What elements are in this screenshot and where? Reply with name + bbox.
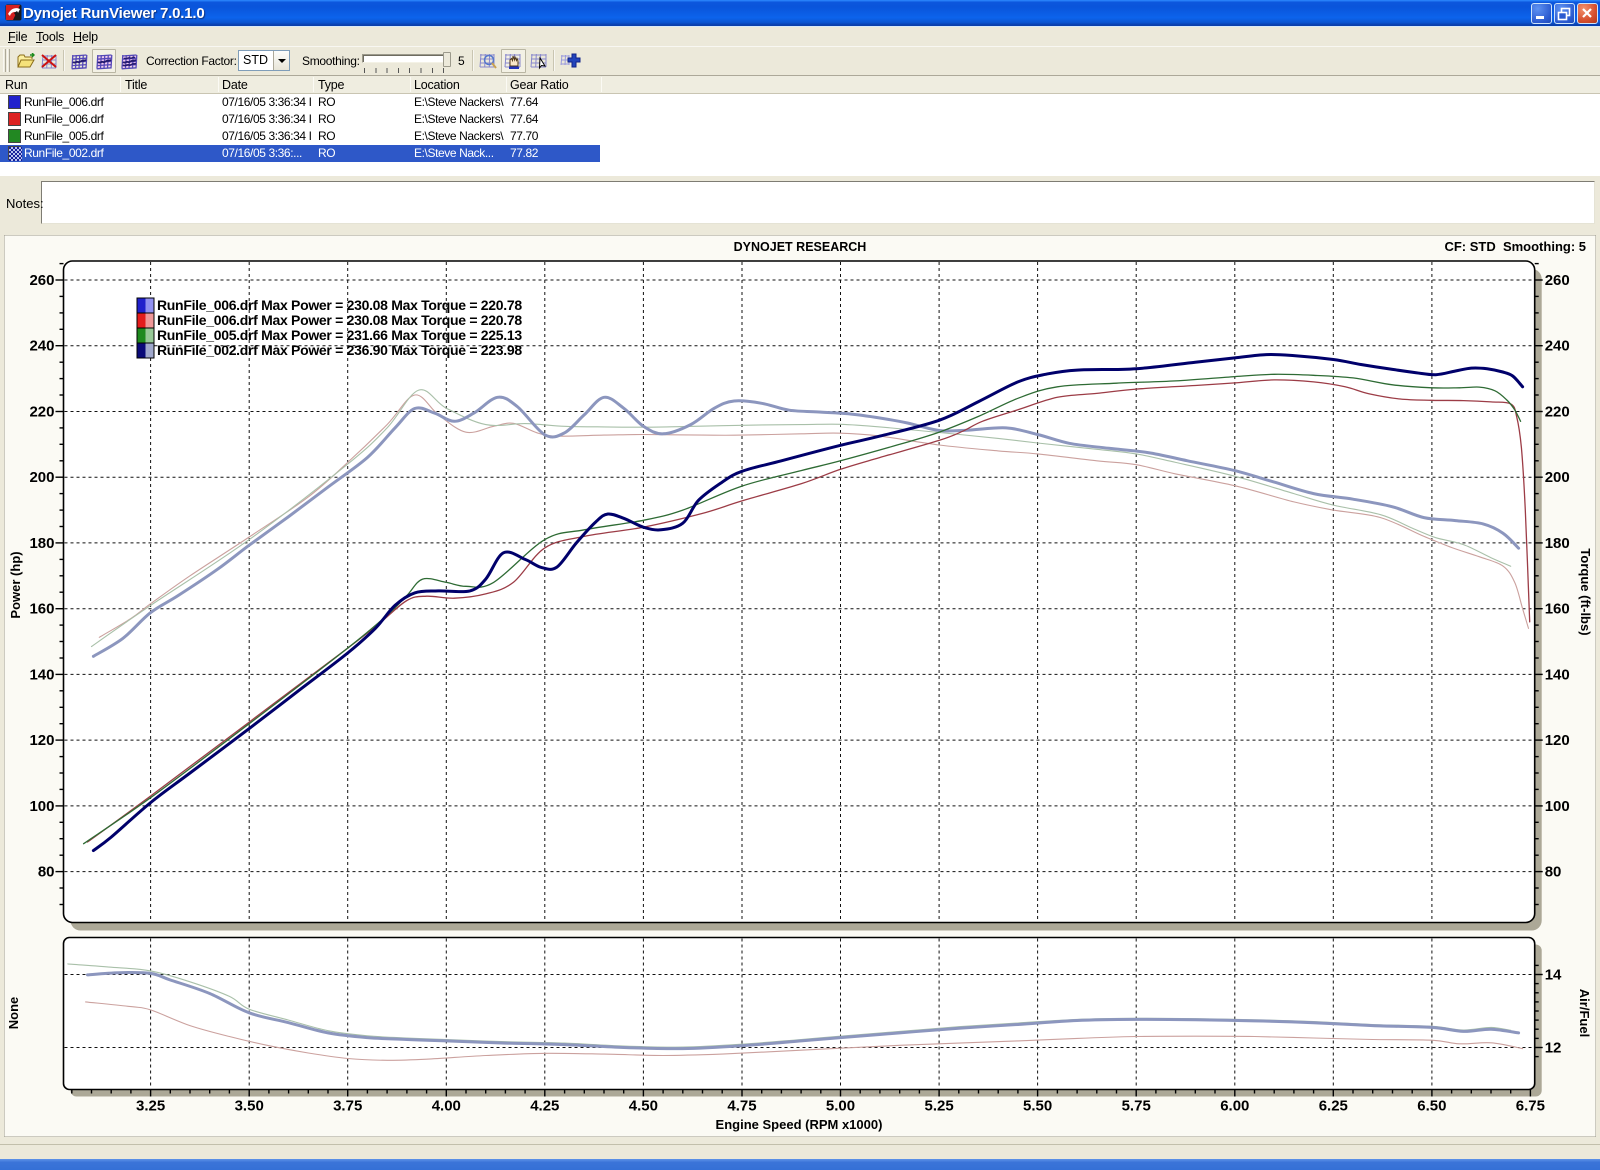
svg-text:80: 80 [1545,864,1562,881]
svg-text:80: 80 [38,864,55,881]
svg-text:4.25: 4.25 [530,1098,559,1115]
svg-text:Engine Speed (RPM x1000): Engine Speed (RPM x1000) [716,1117,883,1132]
svg-text:6.25: 6.25 [1319,1098,1348,1115]
svg-text:Power (hp): Power (hp) [8,551,23,618]
svg-text:6.00: 6.00 [1220,1098,1249,1115]
svg-text:180: 180 [1545,535,1570,552]
svg-text:140: 140 [29,666,54,683]
svg-text:160: 160 [29,601,54,618]
svg-text:4.75: 4.75 [727,1098,756,1115]
svg-text:3.50: 3.50 [235,1098,264,1115]
svg-text:120: 120 [29,732,54,749]
svg-text:DYNOJET RESEARCH: DYNOJET RESEARCH [734,240,867,254]
svg-text:6.75: 6.75 [1516,1098,1545,1115]
svg-text:5.25: 5.25 [924,1098,953,1115]
svg-text:4.50: 4.50 [629,1098,658,1115]
svg-text:200: 200 [1545,469,1570,486]
svg-text:3.25: 3.25 [136,1098,165,1115]
svg-text:RunFile_006.drf Max Power = 23: RunFile_006.drf Max Power = 230.08 Max T… [157,312,522,328]
svg-text:140: 140 [1545,666,1570,683]
svg-text:5.75: 5.75 [1122,1098,1151,1115]
svg-text:160: 160 [1545,601,1570,618]
svg-text:260: 260 [1545,272,1570,289]
svg-text:240: 240 [29,338,54,355]
svg-text:120: 120 [1545,732,1570,749]
svg-text:5.50: 5.50 [1023,1098,1052,1115]
svg-text:200: 200 [29,469,54,486]
svg-text:5.00: 5.00 [826,1098,855,1115]
svg-text:RunFile_002.drf Max Power = 23: RunFile_002.drf Max Power = 236.90 Max T… [157,342,522,358]
svg-text:RunFile_006.drf Max Power = 23: RunFile_006.drf Max Power = 230.08 Max T… [157,297,522,313]
svg-text:Air/Fuel: Air/Fuel [1577,989,1592,1037]
svg-text:None: None [6,997,21,1030]
svg-text:260: 260 [29,272,54,289]
svg-text:14: 14 [1545,967,1562,984]
svg-text:Torque (ft-lbs): Torque (ft-lbs) [1578,548,1593,635]
svg-text:CF: STD Smoothing: 5: CF: STD Smoothing: 5 [1444,239,1586,254]
svg-text:12: 12 [1545,1040,1562,1057]
svg-text:220: 220 [29,404,54,421]
svg-text:4.00: 4.00 [432,1098,461,1115]
svg-text:220: 220 [1545,404,1570,421]
svg-text:100: 100 [1545,798,1570,815]
svg-text:6.50: 6.50 [1417,1098,1446,1115]
svg-text:RunFile_005.drf Max Power = 23: RunFile_005.drf Max Power = 231.66 Max T… [157,327,522,343]
svg-text:240: 240 [1545,338,1570,355]
svg-text:100: 100 [29,798,54,815]
svg-text:3.75: 3.75 [333,1098,362,1115]
svg-text:180: 180 [29,535,54,552]
